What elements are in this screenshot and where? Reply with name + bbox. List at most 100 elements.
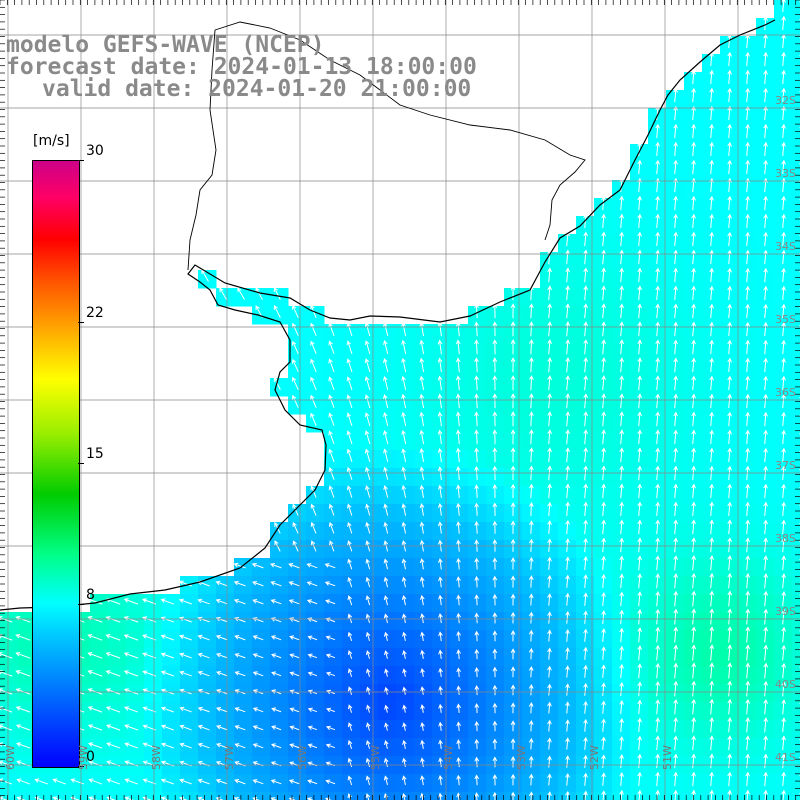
- wind-arrow: [366, 668, 371, 677]
- wind-arrow: [456, 685, 462, 696]
- wind-arrow: [510, 285, 516, 301]
- wind-arrow: [474, 447, 479, 463]
- wind-arrow: [547, 556, 552, 570]
- wind-arrow: [745, 735, 750, 751]
- wind-arrow: [346, 340, 353, 355]
- wind-arrow: [565, 249, 570, 265]
- wind-arrow: [306, 599, 318, 605]
- wind-arrow: [437, 357, 443, 373]
- wind-arrow: [781, 447, 786, 463]
- wind-arrow: [781, 213, 786, 229]
- wind-arrow: [709, 519, 714, 535]
- wind-arrow: [637, 267, 642, 283]
- wind-arrow: [325, 671, 335, 677]
- wind-arrow: [781, 771, 786, 787]
- wind-arrow: [745, 590, 751, 607]
- wind-arrow: [763, 69, 768, 85]
- wind-cell: [792, 126, 800, 145]
- wind-arrow: [384, 686, 389, 695]
- wind-arrow: [583, 411, 589, 427]
- wind-arrow: [601, 573, 606, 589]
- wind-arrow: [601, 339, 607, 355]
- wind-arrow: [565, 429, 571, 445]
- wind-arrow: [727, 105, 732, 121]
- wind-arrow: [383, 429, 389, 445]
- wind-arrow: [691, 644, 697, 661]
- wind-arrow: [673, 519, 678, 535]
- wind-arrow: [691, 141, 696, 157]
- wind-cell: [792, 720, 800, 739]
- wind-arrow: [124, 778, 139, 785]
- longitude-label: 59W: [77, 745, 90, 770]
- wind-arrow: [456, 630, 461, 642]
- wind-arrow: [637, 753, 642, 769]
- wind-arrow: [510, 791, 516, 800]
- wind-arrow: [420, 704, 425, 713]
- wind-arrow: [727, 644, 733, 661]
- wind-arrow: [419, 466, 425, 480]
- wind-arrow: [673, 717, 679, 733]
- wind-arrow: [401, 429, 407, 445]
- wind-arrow: [601, 555, 606, 571]
- wind-arrow: [233, 580, 246, 587]
- wind-arrow: [197, 652, 210, 659]
- wind-arrow: [727, 753, 732, 769]
- wind-arrow: [691, 267, 696, 283]
- wind-arrow: [420, 775, 425, 786]
- wind-arrow: [455, 339, 461, 355]
- wind-arrow: [547, 683, 552, 696]
- wind-arrow: [87, 652, 103, 659]
- wind-arrow: [219, 287, 227, 300]
- wind-cell: [792, 738, 800, 757]
- wind-arrow: [727, 231, 732, 247]
- wind-arrow: [456, 739, 461, 750]
- wind-arrow: [781, 699, 787, 715]
- latitude-label: 36S: [775, 386, 796, 399]
- wind-arrow: [547, 629, 552, 642]
- wind-arrow: [251, 562, 264, 569]
- wind-arrow: [781, 608, 787, 625]
- wind-arrow: [346, 394, 353, 409]
- wind-arrow: [528, 719, 534, 732]
- wind-arrow: [401, 375, 407, 391]
- wind-arrow: [673, 231, 678, 247]
- wind-arrow: [547, 267, 552, 283]
- wind-arrow: [160, 706, 174, 713]
- wind-arrow: [727, 159, 732, 175]
- wind-arrow: [510, 773, 516, 786]
- latitude-label: 38S: [775, 532, 796, 545]
- wind-cell: [792, 324, 800, 343]
- wind-arrow: [601, 375, 607, 391]
- wind-arrow: [383, 595, 389, 606]
- wind-arrow: [583, 231, 588, 247]
- wind-arrow: [655, 501, 660, 517]
- wind-arrow: [691, 321, 696, 337]
- wind-arrow: [763, 267, 768, 283]
- wind-arrow: [781, 393, 786, 409]
- wind-arrow: [270, 581, 282, 587]
- latitude-label: 40S: [775, 678, 796, 691]
- wind-arrow: [619, 609, 624, 625]
- wind-arrow: [437, 521, 443, 534]
- wind-arrow: [474, 774, 480, 786]
- wind-arrow: [510, 447, 516, 463]
- wind-arrow: [673, 339, 678, 355]
- wind-arrow: [673, 303, 678, 319]
- wind-arrow: [15, 651, 31, 659]
- wind-cell: [270, 792, 289, 800]
- wind-arrow: [691, 519, 696, 535]
- wind-arrow: [655, 753, 660, 769]
- wind-arrow: [402, 757, 407, 768]
- wind-arrow: [781, 141, 786, 157]
- wind-arrow: [691, 393, 696, 409]
- wind-arrow: [655, 447, 660, 463]
- wind-cell: [792, 540, 800, 559]
- wind-arrow: [565, 790, 570, 800]
- wind-arrow: [474, 339, 479, 355]
- wind-arrow: [763, 393, 768, 409]
- wind-arrow: [727, 483, 732, 499]
- wind-arrow: [655, 123, 660, 139]
- wind-arrow: [601, 501, 606, 517]
- wind-arrow: [709, 789, 714, 800]
